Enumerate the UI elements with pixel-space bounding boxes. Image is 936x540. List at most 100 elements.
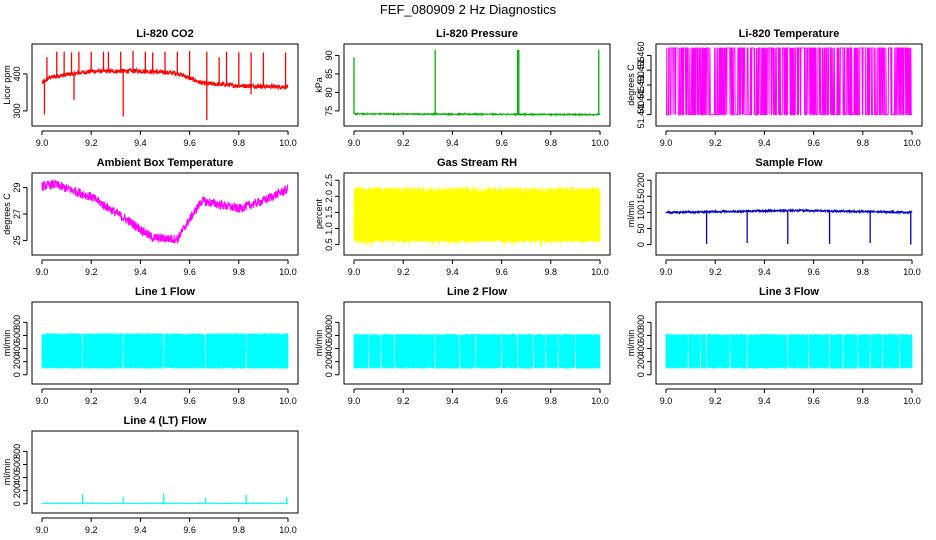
plot-frame	[31, 43, 299, 127]
y-tick-label: 800	[636, 315, 646, 330]
y-tick-label: 2.5	[324, 174, 334, 187]
x-tick-label: 9.4	[758, 396, 771, 406]
x-tick-label: 9.0	[348, 396, 361, 406]
x-tick-label: 9.6	[495, 267, 508, 277]
x-axis: 9.0 9.2 9.4 9.6 9.8 10.0	[36, 517, 297, 535]
x-tick-label: 9.6	[183, 267, 196, 277]
x-tick-label: 9.4	[758, 138, 771, 148]
x-tick-label: 9.8	[545, 396, 558, 406]
y-tick-label: 0	[12, 501, 22, 506]
panel-line4: Line 4 (LT) Flow ml/min 9.0 9.2 9.4 9.6 9.8 10.…	[2, 415, 299, 535]
y-axis: 0.5 1.0 1.5 2.0 2.5	[324, 174, 340, 251]
x-tick-label: 9.4	[446, 396, 459, 406]
y-axis: 25 27 29	[12, 183, 28, 245]
x-tick-label: 9.4	[134, 525, 147, 535]
x-tick-label: 9.4	[758, 267, 771, 277]
panel-title: Li-820 Temperature	[739, 28, 840, 40]
series-line	[353, 111, 601, 117]
x-axis: 9.0 9.2 9.4 9.6 9.8 10.0	[36, 388, 297, 406]
x-tick-label: 9.2	[85, 138, 98, 148]
x-tick-label: 9.8	[857, 396, 870, 406]
x-tick-label: 9.4	[446, 267, 459, 277]
x-tick-label: 9.2	[709, 396, 722, 406]
x-tick-label: 10.0	[903, 138, 921, 148]
series-line	[353, 186, 601, 247]
series-line	[353, 333, 601, 369]
y-axis: 75 80 85 90	[324, 50, 340, 116]
y-axis-label: ml/min	[2, 459, 12, 486]
y-tick-label: 0	[636, 242, 646, 247]
x-tick-label: 9.8	[545, 138, 558, 148]
x-tick-label: 9.0	[660, 138, 673, 148]
panel-title: Ambient Box Temperature	[97, 157, 234, 169]
x-tick-label: 9.0	[36, 396, 49, 406]
panel-pressure: Li-820 Pressure kPa 9.0 9.2 9.4 9.6 9.8 10.0 75 8…	[314, 28, 611, 148]
x-tick-label: 10.0	[591, 396, 609, 406]
y-axis-label: ml/min	[626, 201, 636, 228]
y-axis-label: ml/min	[2, 330, 12, 357]
series-line	[666, 47, 912, 116]
x-tick-label: 9.6	[807, 138, 820, 148]
panel-title: Line 2 Flow	[447, 286, 507, 298]
series-line	[41, 66, 289, 91]
plot-frame	[343, 172, 611, 256]
plot-frame	[31, 430, 299, 514]
x-tick-label: 10.0	[279, 525, 297, 535]
plot-frame	[31, 301, 299, 385]
y-tick-label: 200	[12, 483, 22, 498]
x-tick-label: 9.0	[660, 396, 673, 406]
y-tick-label: 0	[636, 372, 646, 377]
x-tick-label: 10.0	[279, 396, 297, 406]
x-tick-label: 9.8	[857, 138, 870, 148]
x-axis: 9.0 9.2 9.4 9.6 9.8 10.0	[348, 388, 609, 406]
panel-title: Line 3 Flow	[759, 286, 819, 298]
y-tick-label: 75	[324, 106, 334, 116]
y-tick-label: 300	[12, 103, 22, 118]
x-tick-label: 9.0	[348, 267, 361, 277]
x-tick-label: 9.2	[85, 525, 98, 535]
plot-frame	[31, 172, 299, 256]
y-tick-label: 100	[636, 205, 646, 220]
y-tick-label: 2.0	[324, 190, 334, 203]
x-tick-label: 9.2	[397, 396, 410, 406]
figure-title: FEF_080909 2 Hz Diagnostics	[379, 2, 557, 17]
y-tick-label: 51.450	[636, 71, 646, 99]
series-line	[665, 207, 913, 215]
x-tick-label: 9.2	[709, 267, 722, 277]
x-tick-label: 9.4	[134, 396, 147, 406]
x-tick-label: 10.0	[903, 396, 921, 406]
y-tick-label: 800	[12, 444, 22, 459]
x-tick-label: 10.0	[903, 267, 921, 277]
y-tick-label: 200	[636, 173, 646, 188]
x-axis: 9.0 9.2 9.4 9.6 9.8 10.0	[660, 388, 921, 406]
x-tick-label: 9.2	[85, 267, 98, 277]
plot-frame	[655, 172, 923, 256]
x-tick-label: 9.6	[495, 396, 508, 406]
series-line	[41, 179, 289, 244]
y-tick-label: 800	[324, 315, 334, 330]
y-tick-label: 200	[12, 354, 22, 369]
y-tick-label: 85	[324, 69, 334, 79]
plot-frame	[343, 301, 611, 385]
y-axis-label: percent	[314, 198, 324, 229]
panel-line3: Line 3 Flow ml/min 9.0 9.2 9.4 9.6 9.8 10.0 0 200…	[626, 286, 923, 406]
y-tick-label: 50	[636, 223, 646, 233]
y-tick-label: 200	[636, 354, 646, 369]
x-tick-label: 9.0	[660, 267, 673, 277]
series-line	[665, 333, 913, 369]
y-tick-label: 400	[324, 341, 334, 356]
plot-frame	[343, 43, 611, 127]
x-tick-label: 9.0	[36, 525, 49, 535]
plot-frame	[655, 43, 923, 127]
y-tick-label: 51.460	[636, 42, 646, 70]
x-tick-label: 9.8	[233, 138, 246, 148]
y-axis-label: Licor ppm	[2, 65, 12, 105]
panel-title: Sample Flow	[755, 157, 823, 169]
x-tick-label: 9.2	[709, 138, 722, 148]
